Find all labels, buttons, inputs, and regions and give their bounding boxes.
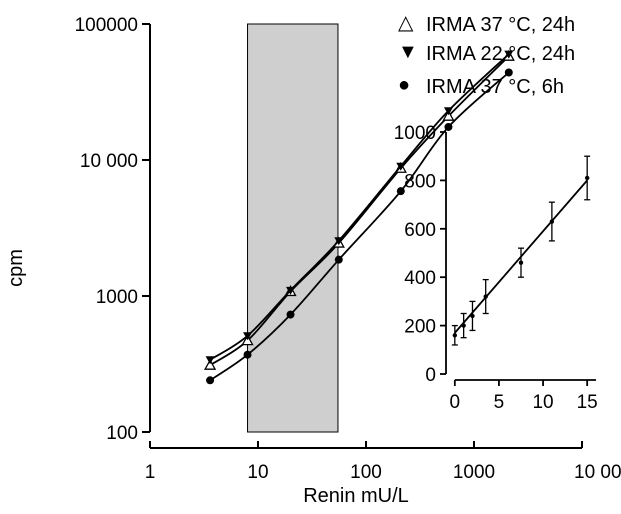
inset-y-tick-label: 600 (404, 220, 436, 241)
data-point-triangle-down (243, 332, 253, 341)
shaded-band (247, 23, 339, 433)
inset-data-point (452, 333, 458, 338)
data-point-circle (396, 187, 405, 196)
data-point-circle (286, 310, 295, 319)
inset-data-point (461, 323, 466, 328)
inset-x-tick-label: 15 (577, 392, 598, 413)
data-point-circle (243, 350, 252, 359)
inset-x-tick-label: 10 (532, 392, 553, 413)
data-point-triangle-down (504, 50, 514, 59)
inset-data-point (518, 260, 524, 265)
x-tick-label: 100 (350, 462, 382, 483)
inset-y-tick-label: 1000 (394, 123, 436, 144)
x-axis-title: Renin mU/L (303, 485, 409, 507)
data-point-triangle-down (286, 286, 296, 295)
inset-y-tick-label: 0 (425, 365, 436, 386)
inset-y-tick-label: 200 (404, 317, 436, 338)
x-tick-label: 10 (247, 462, 268, 483)
x-tick-label: 1000 (453, 462, 495, 483)
data-point-circle (206, 376, 215, 385)
data-point-triangle-up (442, 109, 455, 121)
y-axis-title: cpm (5, 249, 27, 287)
data-point-triangle-up (203, 358, 217, 370)
legend-label-3: IRMA 37 °C, 6h (426, 76, 564, 98)
inset-data-point (483, 294, 488, 299)
inset-data-point (470, 313, 475, 319)
legend-label-1: IRMA 37 °C, 24h (426, 14, 575, 36)
legend-symbol-2: ▼ (398, 41, 418, 63)
data-point-triangle-down (205, 356, 215, 365)
legend-label-2: IRMA 22 °C, 24h (426, 43, 575, 65)
x-tick-label: 1 (145, 462, 156, 483)
data-point-triangle-down (396, 162, 406, 171)
y-tick-label: 1000 (96, 287, 138, 308)
inset-y-tick-label: 400 (404, 268, 436, 289)
x-tick-label: 10 000 (574, 462, 621, 483)
inset-data-point (549, 219, 555, 224)
legend: △ IRMA 37 °C, 24h ▼ IRMA 22 °C, 24h ● IR… (398, 12, 575, 98)
inset-x-tick-label: 5 (494, 392, 505, 413)
data-point-circle (504, 68, 513, 77)
data-point-circle (444, 122, 453, 131)
legend-symbol-1: △ (398, 12, 414, 34)
data-point-circle (334, 255, 343, 264)
legend-symbol-3: ● (398, 74, 410, 96)
y-tick-label: 100000 (75, 15, 138, 36)
inset-x-tick-label: 0 (450, 392, 461, 413)
data-point-triangle-down (443, 107, 453, 116)
inset-y-tick-label: 800 (404, 171, 436, 192)
inset-plot: 0 5 10 15 0 200 400 600 800 1000 (394, 123, 598, 413)
y-tick-label: 10 000 (80, 151, 138, 172)
y-tick-label: 100 (106, 423, 138, 444)
inset-data-point (584, 175, 590, 181)
data-point-triangle-down (334, 237, 344, 246)
